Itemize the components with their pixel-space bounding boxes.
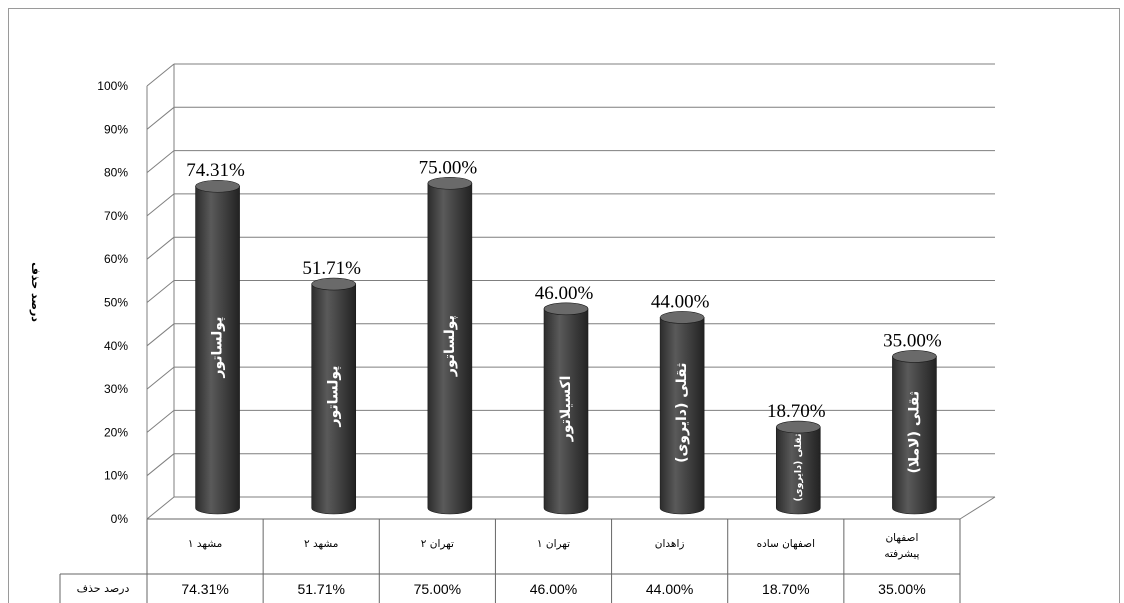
table-value-cell: 51.71%	[297, 581, 344, 597]
bar-body	[892, 356, 937, 515]
y-tick-label: 10%	[104, 469, 128, 483]
y-axis-ticks: 0% 10% 20% 30% 40% 50% 60% 70% 80% 90% 100%	[97, 79, 128, 526]
data-label: 51.71%	[302, 258, 361, 279]
cylinder-bar: 75.00% پولساتور	[419, 157, 478, 515]
data-label: 18.70%	[767, 401, 826, 422]
category-label: پیشرفته	[884, 548, 919, 560]
bar-inner-label: ثقلی (دایروی)	[674, 363, 690, 463]
y-tick-label: 30%	[104, 382, 128, 396]
bar-inner-label: پولساتور	[210, 317, 226, 379]
bar-body	[543, 308, 589, 515]
cylinder-bar: 74.31% پولساتور	[186, 160, 245, 515]
bar-body	[427, 182, 473, 515]
gridline-diag	[146, 366, 175, 390]
bar-top	[195, 179, 240, 193]
bar-inner-label: ثقلی (لاملا)	[906, 391, 922, 474]
cylinder-bar: 51.71% پولساتور	[302, 258, 361, 515]
floor-edge	[959, 496, 996, 520]
category-label: مشهد ۲	[304, 538, 338, 550]
category-label: زاهدان	[655, 538, 685, 550]
category-label: تهران ۲	[421, 538, 454, 550]
y-tick-label: 0%	[111, 512, 129, 526]
y-tick-label: 60%	[104, 252, 128, 266]
table-value-cell: 46.00%	[530, 581, 577, 597]
data-label: 74.31%	[186, 160, 245, 181]
category-label: مشهد ۱	[188, 538, 222, 550]
bar-body	[311, 283, 357, 515]
bar-inner-label: ثقلی (دایروی)	[793, 433, 804, 501]
bar-body	[775, 426, 821, 515]
y-axis-label: درصد حذف	[29, 262, 42, 322]
table-value-cell: 44.00%	[646, 581, 693, 597]
bar-top	[892, 350, 937, 363]
y-tick-label: 50%	[104, 296, 128, 310]
data-label: 46.00%	[535, 283, 594, 304]
data-label: 35.00%	[883, 330, 942, 351]
gridline-diag	[146, 236, 175, 260]
table-value-cell: 75.00%	[414, 581, 461, 597]
cylinder-bar: 44.00% ثقلی (دایروی)	[651, 291, 710, 515]
y-tick-label: 40%	[104, 339, 128, 353]
gridline-diag	[146, 496, 175, 520]
bars: 74.31% پولساتور 51.71% پولساتور 75.00% پولسات…	[186, 157, 942, 515]
y-tick-label: 100%	[97, 79, 128, 93]
table-value-cell: 74.31%	[181, 581, 228, 597]
bar-body	[195, 185, 240, 515]
bar-body	[659, 317, 705, 515]
bar-top	[775, 420, 821, 434]
bar-top	[311, 277, 357, 291]
data-label: 44.00%	[651, 291, 710, 312]
category-label: تهران ۱	[537, 538, 570, 550]
category-label: اصفهان ساده	[757, 538, 815, 550]
data-table: درصد حذف مشهد ۱ مشهد ۲ تهران ۲ تهران ۱ زاهدان…	[59, 518, 961, 603]
gridline-diag	[146, 150, 175, 173]
y-tick-label: 20%	[104, 425, 128, 439]
table-row-header: درصد حذف	[77, 582, 130, 595]
table-value-cell: 35.00%	[878, 581, 925, 597]
cylinder-bar: 18.70% ثقلی (دایروی)	[767, 401, 826, 515]
gridline-diag	[146, 323, 175, 347]
table-value-cell: 18.70%	[762, 581, 809, 597]
bar-top	[659, 311, 705, 324]
bar-inner-label: اکسیلاتور	[558, 376, 574, 443]
y-tick-label: 70%	[104, 209, 128, 223]
gridline-diag	[146, 106, 175, 130]
bar-top	[543, 302, 589, 316]
bar-inner-label: پولساتور	[442, 315, 458, 377]
category-label: اصفهان	[885, 532, 918, 544]
cylinder-bar: 35.00% ثقلی (لاملا)	[883, 330, 942, 515]
gridline-diag	[146, 63, 175, 87]
cylinder-bar: 46.00% اکسیلاتور	[535, 283, 594, 515]
y-tick-label: 90%	[104, 122, 128, 136]
gridline-diag	[146, 280, 175, 303]
bar-inner-label: پولساتور	[326, 366, 342, 428]
gridline-diag	[146, 193, 175, 217]
y-tick-label: 80%	[104, 166, 128, 180]
data-label: 75.00%	[419, 157, 478, 178]
gridline-diag	[146, 410, 175, 433]
bar-top	[427, 176, 473, 190]
gridline-diag	[146, 453, 175, 477]
